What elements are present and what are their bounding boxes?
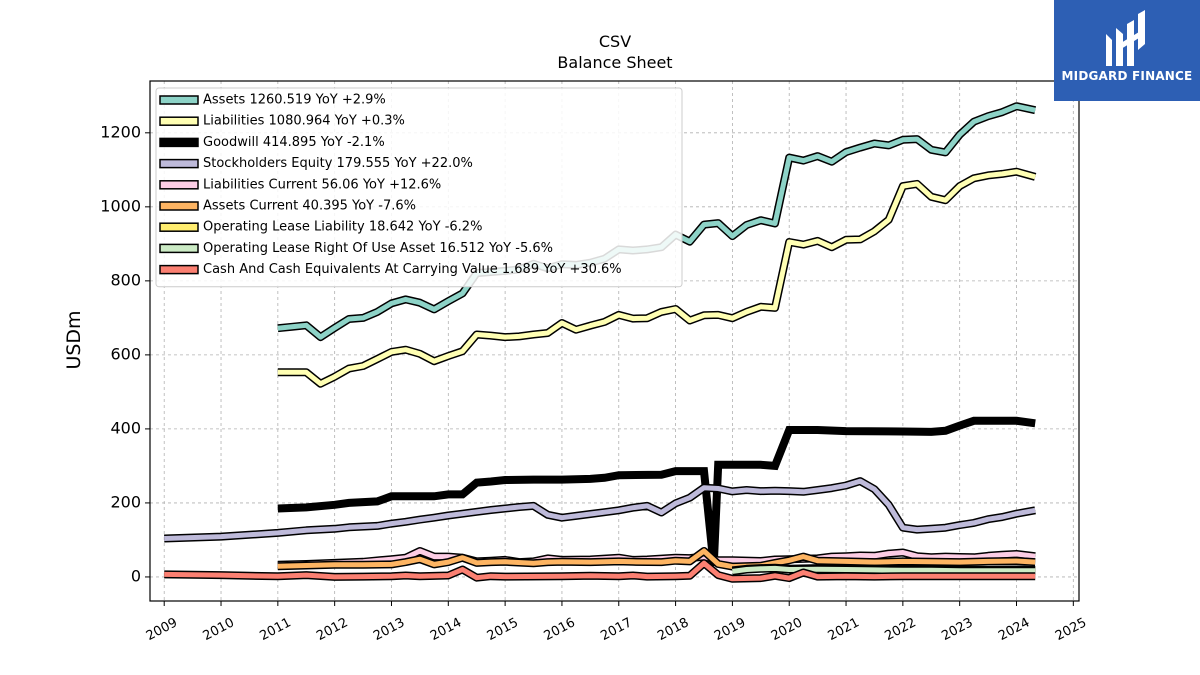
legend-swatch [159,243,199,254]
brand-logo: MIDGARD FINANCE [1054,0,1200,101]
legend-entry: Liabilities 1080.964 YoY +0.3% [203,114,405,129]
x-tick-label: 2009 [144,615,180,644]
x-tick-label: 2020 [769,615,805,644]
legend-swatch [159,222,199,232]
series-5 [277,547,1036,571]
series-1 [277,167,1037,388]
x-tick-label: 2015 [485,615,521,644]
legend-swatch [159,95,199,105]
legend-entry: Goodwill 414.895 YoY -2.1% [203,135,385,150]
y-tick-label: 1200 [100,122,141,141]
legend-entry: Assets 1260.519 YoY +2.9% [203,93,386,108]
series-lines [164,102,1037,583]
y-axis-label: USDm [63,310,85,369]
legend-swatch [159,201,199,211]
series-3 [164,477,1036,543]
x-tick-label: 2019 [712,615,748,644]
x-tick-label: 2014 [428,615,464,644]
legend-entry: Cash And Cash Equivalents At Carrying Va… [203,262,622,277]
x-axis: 2009 2010 2011 2012 2013 2014 2015 2016 2017 2018… [144,601,1089,644]
series-line [277,169,1036,387]
x-tick-label: 2017 [598,615,634,644]
legend-entry: Assets Current 40.395 YoY -7.6% [203,199,416,214]
series-line [277,416,1036,567]
x-tick-label: 2016 [542,615,578,644]
x-tick-label: 2021 [826,615,862,644]
legend-swatch [159,180,199,190]
y-tick-label: 0 [131,566,141,585]
series-line [732,565,1036,574]
plot-frame [149,80,1080,602]
legend-swatch [159,116,199,126]
x-tick-label: 2012 [314,615,350,644]
y-tick-label: 800 [110,270,141,289]
y-tick-label: 600 [110,344,141,363]
series-line [164,560,1036,582]
legend-swatch [159,137,199,148]
chart-title: CSV [599,32,631,51]
legend-entry: Stockholders Equity 179.555 YoY +22.0% [203,156,473,171]
chart-subtitle: Balance Sheet [557,53,672,72]
x-tick-label: 2018 [655,615,691,644]
x-tick-label: 2023 [939,615,975,644]
series-8 [164,559,1036,583]
brand-name: MIDGARD FINANCE [1061,69,1193,83]
x-tick-label: 2024 [996,615,1032,644]
series-7 [731,564,1036,576]
legend-swatch [159,264,199,275]
legend-swatch [159,158,199,169]
y-tick-label: 1000 [100,196,141,215]
x-tick-label: 2025 [1053,615,1089,644]
midgard-logo-icon [1106,10,1145,66]
legend-entry: Operating Lease Right Of Use Asset 16.51… [203,241,553,256]
x-tick-label: 2013 [371,615,407,644]
y-axis: 0 200 400 600 800 1000 1200 [100,122,150,585]
legend-entry: Operating Lease Liability 18.642 YoY -6.… [203,220,482,235]
y-tick-label: 200 [110,492,141,511]
y-tick-label: 400 [110,418,141,437]
x-tick-label: 2022 [882,615,918,644]
series-2 [277,416,1036,567]
legend-box [155,87,683,288]
series-line [164,478,1036,541]
legend: Assets 1260.519 YoY +2.9% Liabilities 108… [155,87,683,288]
x-tick-label: 2010 [201,615,237,644]
series-line [277,548,1036,570]
x-tick-label: 2011 [257,615,293,644]
legend-entry: Liabilities Current 56.06 YoY +12.6% [203,177,441,192]
